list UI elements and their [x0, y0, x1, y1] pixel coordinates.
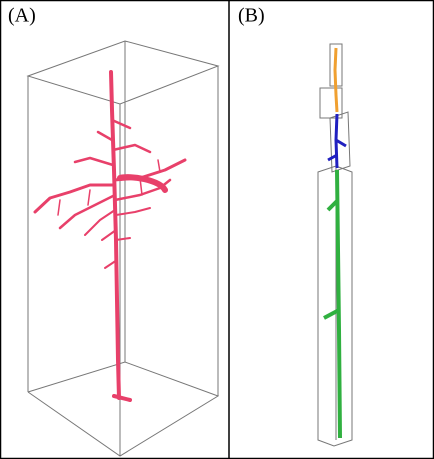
segment-bottom: [323, 169, 342, 439]
segment-middle: [327, 113, 347, 169]
panel-label: (B): [238, 5, 265, 27]
point-cloud: [33, 70, 187, 402]
panel-label: (A): [8, 5, 36, 27]
panel-b: (B): [238, 5, 353, 447]
panel-a: (A): [8, 5, 220, 457]
segment-top: [333, 47, 339, 113]
